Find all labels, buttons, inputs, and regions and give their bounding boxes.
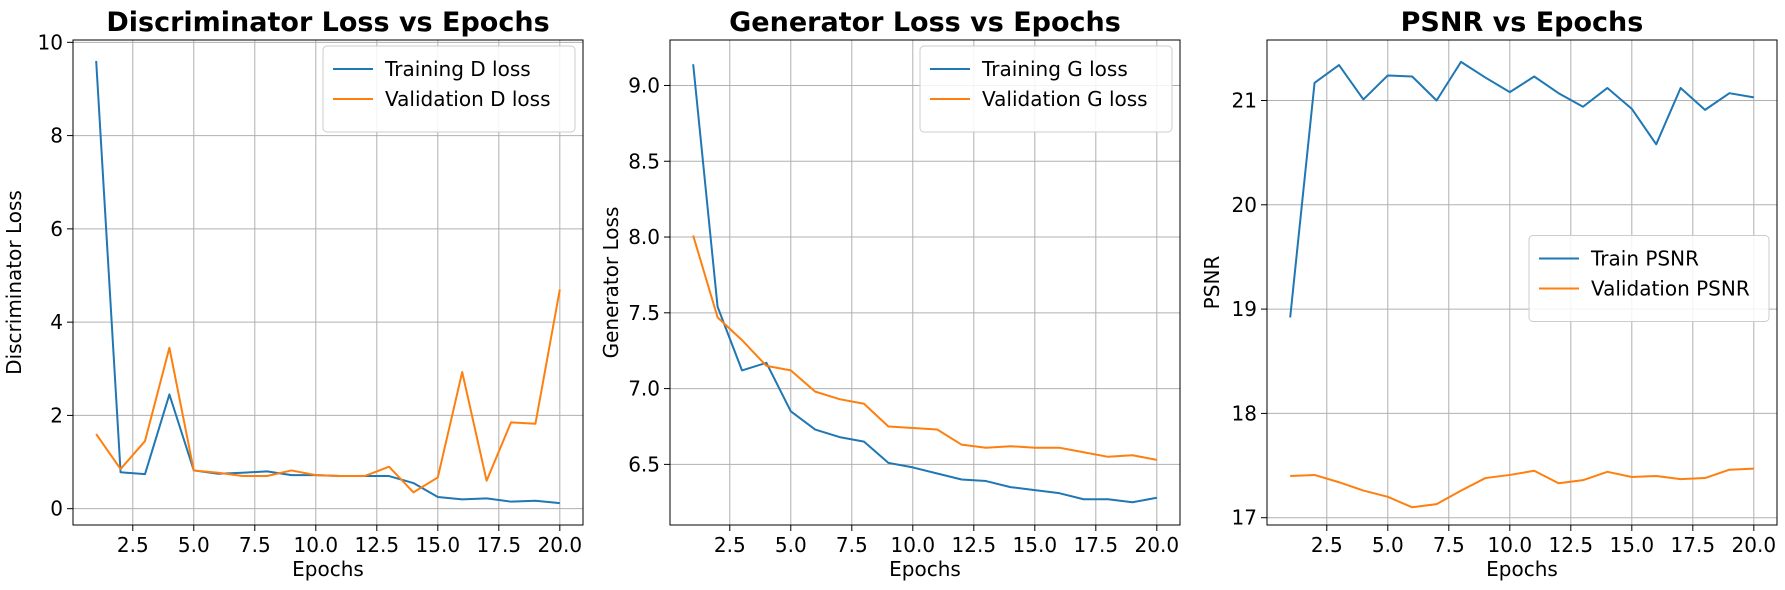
chart1-legend-label-2: Validation D loss xyxy=(385,87,551,111)
chart3-series-line-2 xyxy=(1290,467,1754,509)
chart2-title: Generator Loss vs Epochs xyxy=(729,7,1121,38)
chart3-y-tick-label: 20 xyxy=(1232,193,1257,217)
chart2-x-tick-label: 17.5 xyxy=(1074,533,1119,557)
chart2-series-line-2 xyxy=(692,235,1158,461)
chart1-y-tick-label: 2 xyxy=(50,403,63,427)
chart1-y-tick-label: 10 xyxy=(38,30,63,54)
chart3-axes-frame xyxy=(1266,39,1778,526)
chart2-y-tick-label: 7.0 xyxy=(628,377,660,401)
chart3-x-tick-label: 20.0 xyxy=(1732,533,1777,557)
chart1-x-tick-label: 12.5 xyxy=(355,533,400,557)
chart1-y-tick-label: 6 xyxy=(50,217,63,241)
chart1-x-tick-label: 20.0 xyxy=(538,533,583,557)
chart3-x-tick-label: 2.5 xyxy=(1311,533,1343,557)
chart1-series-line-2 xyxy=(95,289,561,494)
chart2-y-tick-label: 6.5 xyxy=(628,452,660,476)
chart1-legend-label-1: Training D loss xyxy=(384,57,531,81)
chart2-x-tick-label: 7.5 xyxy=(836,533,868,557)
chart3-legend-box xyxy=(1528,235,1770,322)
chart3-x-tick-label: 15.0 xyxy=(1610,533,1655,557)
chart1-y-tick-label: 0 xyxy=(50,497,63,521)
chart2-series-line-1 xyxy=(692,64,1158,504)
chart2-y-tick-label: 7.5 xyxy=(628,301,660,325)
chart1-x-tick-label: 2.5 xyxy=(117,533,149,557)
chart3-x-tick-label: 5.0 xyxy=(1372,533,1404,557)
chart2-x-tick-label: 5.0 xyxy=(775,533,807,557)
chart2-y-tick-label: 9.0 xyxy=(628,73,660,97)
chart2-legend-label-1: Training G loss xyxy=(981,57,1128,81)
chart1-x-tick-label: 10.0 xyxy=(294,533,339,557)
chart1-legend: Training D loss Validation D loss xyxy=(322,45,576,133)
chart2-x-tick-label: 12.5 xyxy=(952,533,997,557)
chart1-y-tick-label: 4 xyxy=(50,310,63,334)
chart3-legend-label-2: Validation PSNR xyxy=(1591,277,1750,301)
chart2-legend-box xyxy=(919,45,1173,133)
chart2-x-tick-label: 2.5 xyxy=(714,533,746,557)
chart1-x-tick-label: 15.0 xyxy=(416,533,461,557)
chart2-y-tick-label: 8.0 xyxy=(628,225,660,249)
chart1-y-axis-label: Discriminator Loss xyxy=(2,190,26,375)
chart3-x-tick-label: 10.0 xyxy=(1488,533,1533,557)
chart3-x-tick-label: 12.5 xyxy=(1549,533,1594,557)
chart1-x-axis-label: Epochs xyxy=(292,557,364,581)
chart2-x-axis-label: Epochs xyxy=(889,557,961,581)
chart3-legend-label-1: Train PSNR xyxy=(1590,247,1699,271)
chart3-series-line-1 xyxy=(1289,60,1754,318)
chart3-title: PSNR vs Epochs xyxy=(1401,7,1644,38)
chart1-y-tick-label: 8 xyxy=(50,124,63,148)
chart2-axes-frame xyxy=(669,39,1181,526)
chart1-axes-frame xyxy=(72,39,584,526)
chart2-panel: 2.5 5.0 7.5 10.0 12.5 15.0 17.5 20.0 6.5 7.0 7.5 8.… xyxy=(599,7,1181,581)
chart1-x-tick-label: 5.0 xyxy=(178,533,210,557)
chart3-x-tick-label: 7.5 xyxy=(1433,533,1465,557)
chart1-title: Discriminator Loss vs Epochs xyxy=(106,7,549,38)
chart1-x-tick-label: 17.5 xyxy=(477,533,522,557)
chart3-x-tick-label: 17.5 xyxy=(1671,533,1716,557)
chart2-y-tick-label: 8.5 xyxy=(628,149,660,173)
chart3-panel: 2.5 5.0 7.5 10.0 12.5 15.0 17.5 20.0 17 18 19 20 21 P… xyxy=(1200,7,1778,581)
chart3-y-tick-label: 18 xyxy=(1232,401,1257,425)
chart3-legend: Train PSNR Validation PSNR xyxy=(1528,235,1770,322)
chart2-legend: Training G loss Validation G loss xyxy=(919,45,1173,133)
chart1-panel: 2.5 5.0 7.5 10.0 12.5 15.0 17.5 20.0 0 2 4 6 8 10 Disc… xyxy=(2,7,584,581)
chart3-y-tick-label: 19 xyxy=(1232,297,1257,321)
chart1-x-tick-label: 7.5 xyxy=(239,533,271,557)
chart2-x-tick-label: 15.0 xyxy=(1013,533,1058,557)
chart2-legend-label-2: Validation G loss xyxy=(982,87,1148,111)
chart1-legend-box xyxy=(322,45,576,133)
chart3-y-tick-label: 21 xyxy=(1232,88,1257,112)
chart2-y-axis-label: Generator Loss xyxy=(599,207,623,359)
chart2-x-tick-label: 10.0 xyxy=(891,533,936,557)
chart3-y-axis-label: PSNR xyxy=(1200,256,1224,310)
chart3-x-axis-label: Epochs xyxy=(1486,557,1558,581)
chart2-x-tick-label: 20.0 xyxy=(1135,533,1180,557)
chart3-y-tick-label: 17 xyxy=(1232,506,1257,530)
